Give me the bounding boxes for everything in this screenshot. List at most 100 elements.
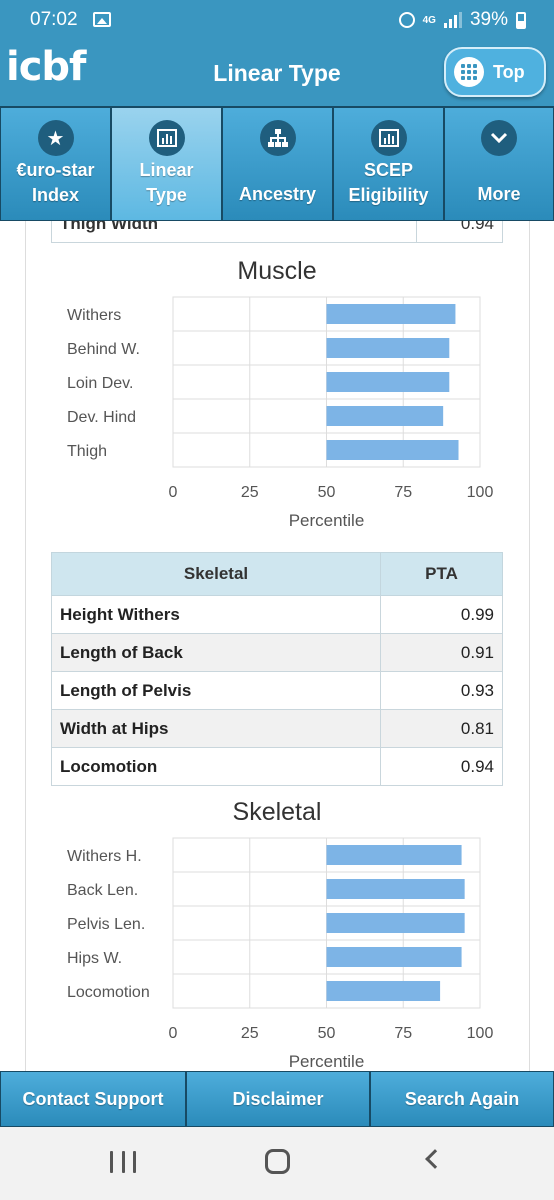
bar-chart-icon <box>148 120 185 156</box>
category-label: Dev. Hind <box>67 409 136 426</box>
row-label: Length of Pelvis <box>51 671 381 710</box>
tick-label: 0 <box>169 484 178 501</box>
bar <box>326 913 465 933</box>
signal-icon <box>443 12 462 28</box>
category-label: Back Len. <box>67 882 138 899</box>
column-header-skeletal: Skeletal <box>51 552 381 596</box>
grid-icon <box>454 57 484 87</box>
bar <box>326 845 462 865</box>
row-label: Length of Back <box>51 633 381 672</box>
row-value: 0.91 <box>380 633 503 672</box>
chevron-down-icon <box>481 120 517 156</box>
tab-label: More <box>477 184 521 204</box>
footer-bar: Contact Support Disclaimer Search Again <box>0 1071 554 1127</box>
tab-label-line2: Index <box>31 185 79 205</box>
back-icon[interactable] <box>425 1149 445 1169</box>
table-row: Length of Pelvis 0.93 <box>51 671 503 710</box>
skeletal-table: Skeletal PTA Height Withers 0.99 Length o… <box>51 552 503 786</box>
image-notification-icon <box>93 12 111 27</box>
bar <box>326 981 441 1001</box>
row-label: Width at Hips <box>51 709 381 748</box>
bar-chart-svg: Withers H. Back Len. Pelvis Len. Hips W. Loc… <box>67 837 494 1071</box>
bar <box>326 440 459 460</box>
tab-more[interactable]: More <box>444 106 554 221</box>
home-icon[interactable] <box>265 1149 290 1174</box>
battery-level: 39% <box>469 9 508 30</box>
status-time: 07:02 <box>30 9 78 30</box>
tick-label: 100 <box>467 484 494 501</box>
bar <box>326 372 450 392</box>
tab-label-line2: Type <box>146 185 187 205</box>
axis-label: Percentile <box>289 511 365 530</box>
system-nav-bar <box>0 1127 554 1200</box>
tab-label: Ancestry <box>238 184 317 204</box>
recent-apps-icon[interactable] <box>110 1151 136 1175</box>
skeletal-chart: Withers H. Back Len. Pelvis Len. Hips W. Loc… <box>51 832 503 1071</box>
category-label: Behind W. <box>67 341 140 358</box>
tick-label: 75 <box>394 484 412 501</box>
bar <box>326 338 450 358</box>
page-title: Linear Type <box>213 60 341 86</box>
row-value: 0.94 <box>460 221 494 233</box>
tick-label: 0 <box>169 1025 178 1042</box>
bar <box>326 947 462 967</box>
category-label: Thigh <box>67 443 107 460</box>
tick-label: 100 <box>467 1025 494 1042</box>
tab-linear-type[interactable]: Linear Type <box>111 106 222 221</box>
contact-support-button[interactable]: Contact Support <box>0 1071 186 1127</box>
bar-chart-svg: Withers Behind W. Loin Dev. Dev. Hind Thigh 0… <box>67 296 494 530</box>
axis-label: Percentile <box>289 1052 365 1071</box>
tab-scep-eligibility[interactable]: SCEP Eligibility <box>333 106 444 221</box>
bar-chart-icon <box>370 120 407 156</box>
status-bar: 07:02 4G 39% <box>0 0 554 40</box>
row-value: 0.81 <box>380 709 503 748</box>
category-label: Hips W. <box>67 950 122 967</box>
row-label: Thigh Width <box>52 221 417 242</box>
disclaimer-button[interactable]: Disclaimer <box>186 1071 370 1127</box>
tab-label-line2: Eligibility <box>348 185 429 205</box>
muscle-chart-title: Muscle <box>237 257 317 285</box>
row-value: 0.94 <box>380 747 503 786</box>
row-value: 0.93 <box>380 671 503 710</box>
bar <box>326 304 456 324</box>
top-button-label: Top <box>493 61 525 82</box>
tab-label-line1: Linear <box>139 160 194 180</box>
search-again-button[interactable]: Search Again <box>370 1071 554 1127</box>
nav-tabs: ★ €uro-star Index Linear Type Ancestry SCE… <box>0 106 554 221</box>
app-header: icbf Linear Type Top <box>0 40 554 106</box>
top-button[interactable]: Top <box>444 47 546 97</box>
network-type: 4G <box>422 14 436 26</box>
battery-icon <box>516 11 526 29</box>
category-label: Locomotion <box>67 984 150 1001</box>
table-row: Locomotion 0.94 <box>51 747 503 786</box>
tab-label-line1: SCEP <box>363 160 414 180</box>
content-scroll-area[interactable]: Thigh Width 0.94 Muscle Withers Behind W.… <box>0 221 554 1071</box>
bar <box>326 879 465 899</box>
muscle-chart: Withers Behind W. Loin Dev. Dev. Hind Thigh 0… <box>51 291 503 541</box>
table-row: Height Withers 0.99 <box>51 595 503 634</box>
row-label: Height Withers <box>51 595 381 634</box>
icbf-logo[interactable]: icbf <box>6 44 86 90</box>
tick-label: 25 <box>241 1025 259 1042</box>
table-row: Width at Hips 0.81 <box>51 709 503 748</box>
tick-label: 75 <box>394 1025 412 1042</box>
column-header-pta: PTA <box>380 552 503 596</box>
row-label: Locomotion <box>51 747 381 786</box>
tab-ancestry[interactable]: Ancestry <box>222 106 333 221</box>
table-row: Thigh Width 0.94 <box>51 221 503 243</box>
tick-label: 50 <box>318 484 336 501</box>
tick-label: 50 <box>318 1025 336 1042</box>
status-icons: 4G 39% <box>398 9 526 31</box>
hierarchy-icon <box>259 120 296 156</box>
bar <box>326 406 444 426</box>
category-label: Withers <box>67 307 121 324</box>
table-header-row: Skeletal PTA <box>51 552 503 596</box>
alarm-icon <box>398 12 415 28</box>
category-label: Pelvis Len. <box>67 916 145 933</box>
tick-label: 25 <box>241 484 259 501</box>
star-icon: ★ <box>37 120 74 156</box>
row-value: 0.99 <box>380 595 503 634</box>
tab-eurostar-index[interactable]: ★ €uro-star Index <box>0 106 111 221</box>
skeletal-chart-title: Skeletal <box>232 798 322 826</box>
table-row: Length of Back 0.91 <box>51 633 503 672</box>
